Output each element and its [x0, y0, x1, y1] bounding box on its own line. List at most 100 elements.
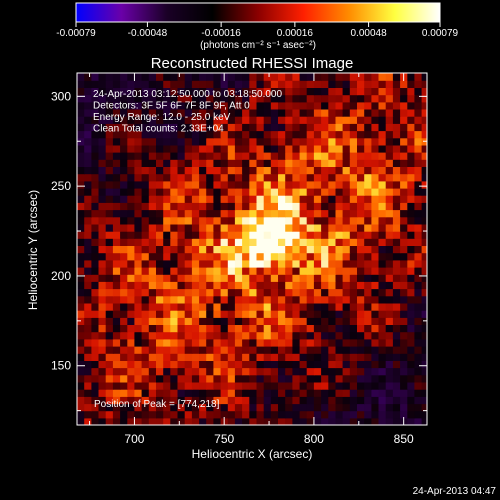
heatmap-cell — [213, 375, 221, 383]
heatmap-cell — [271, 346, 279, 354]
heatmap-cell — [364, 274, 372, 282]
heatmap-cell — [206, 159, 214, 167]
heatmap-cell — [371, 73, 379, 81]
heatmap-cell — [113, 317, 121, 325]
heatmap-cell — [99, 310, 107, 318]
heatmap-cell — [350, 181, 358, 189]
heatmap-cell — [142, 332, 150, 340]
heatmap-cell — [357, 296, 365, 304]
heatmap-cell — [422, 281, 430, 289]
heatmap-cell — [77, 73, 85, 81]
heatmap-cell — [106, 389, 114, 397]
heatmap-cell — [336, 317, 344, 325]
heatmap-cell — [292, 95, 300, 103]
heatmap-cell — [278, 368, 286, 376]
heatmap-cell — [386, 224, 394, 232]
heatmap-cell — [285, 396, 293, 404]
heatmap-cell — [185, 245, 193, 253]
heatmap-cell — [142, 375, 150, 383]
heatmap-cell — [242, 174, 250, 182]
heatmap-cell — [350, 174, 358, 182]
heatmap-cell — [422, 339, 430, 347]
heatmap-cell — [185, 80, 193, 88]
heatmap-cell — [264, 123, 272, 131]
heatmap-cell — [393, 260, 401, 268]
heatmap-cell — [414, 195, 422, 203]
heatmap-cell — [300, 224, 308, 232]
heatmap-cell — [206, 382, 214, 390]
heatmap-cell — [213, 389, 221, 397]
heatmap-cell — [407, 80, 415, 88]
heatmap-cell — [77, 152, 85, 160]
heatmap-cell — [149, 353, 157, 361]
heatmap-cell — [271, 159, 279, 167]
heatmap-cell — [185, 181, 193, 189]
heatmap-cell — [134, 339, 142, 347]
heatmap-cell — [257, 289, 265, 297]
heatmap-cell — [321, 396, 329, 404]
heatmap-cell — [300, 267, 308, 275]
heatmap-cell — [278, 346, 286, 354]
heatmap-cell — [142, 245, 150, 253]
heatmap-cell — [321, 253, 329, 261]
heatmap-cell — [285, 210, 293, 218]
heatmap-cell — [328, 166, 336, 174]
heatmap-cell — [371, 245, 379, 253]
heatmap-cell — [185, 253, 193, 261]
heatmap-cell — [156, 174, 164, 182]
heatmap-cell — [264, 109, 272, 117]
heatmap-cell — [127, 310, 135, 318]
heatmap-cell — [142, 152, 150, 160]
heatmap-cell — [357, 159, 365, 167]
heatmap-cell — [235, 274, 243, 282]
heatmap-cell — [257, 353, 265, 361]
heatmap-cell — [300, 181, 308, 189]
heatmap-cell — [422, 80, 430, 88]
heatmap-cell — [393, 188, 401, 196]
heatmap-cell — [84, 360, 92, 368]
heatmap-cell — [170, 332, 178, 340]
heatmap-cell — [400, 396, 408, 404]
heatmap-cell — [134, 310, 142, 318]
heatmap-cell — [414, 324, 422, 332]
heatmap-cell — [393, 324, 401, 332]
heatmap-cell — [113, 411, 121, 419]
heatmap-cell — [91, 411, 99, 419]
heatmap-cell — [336, 375, 344, 383]
heatmap-cell — [350, 245, 358, 253]
heatmap-cell — [264, 238, 272, 246]
heatmap-cell — [357, 267, 365, 275]
heatmap-cell — [314, 109, 322, 117]
heatmap-cell — [321, 73, 329, 81]
heatmap-cell — [264, 188, 272, 196]
heatmap-cell — [235, 324, 243, 332]
heatmap-cell — [336, 145, 344, 153]
heatmap-cell — [307, 145, 315, 153]
heatmap-cell — [170, 375, 178, 383]
heatmap-cell — [292, 181, 300, 189]
heatmap-cell — [307, 418, 315, 426]
heatmap-cell — [414, 346, 422, 354]
heatmap-cell — [422, 210, 430, 218]
heatmap-cell — [242, 403, 250, 411]
heatmap-cell — [235, 188, 243, 196]
heatmap-cell — [120, 73, 128, 81]
heatmap-cell — [142, 274, 150, 282]
heatmap-cell — [264, 418, 272, 426]
heatmap-cell — [192, 281, 200, 289]
heatmap-cell — [106, 202, 114, 210]
heatmap-cell — [386, 245, 394, 253]
heatmap-cell — [343, 202, 351, 210]
x-tick-label: 800 — [304, 432, 324, 446]
heatmap-cell — [364, 382, 372, 390]
heatmap-cell — [336, 418, 344, 426]
heatmap-cell — [364, 166, 372, 174]
heatmap-cell — [178, 152, 186, 160]
heatmap-cell — [336, 123, 344, 131]
heatmap-cell — [77, 353, 85, 361]
heatmap-cell — [400, 267, 408, 275]
heatmap-cell — [156, 166, 164, 174]
heatmap-cell — [407, 289, 415, 297]
heatmap-cell — [257, 396, 265, 404]
heatmap-cell — [336, 353, 344, 361]
